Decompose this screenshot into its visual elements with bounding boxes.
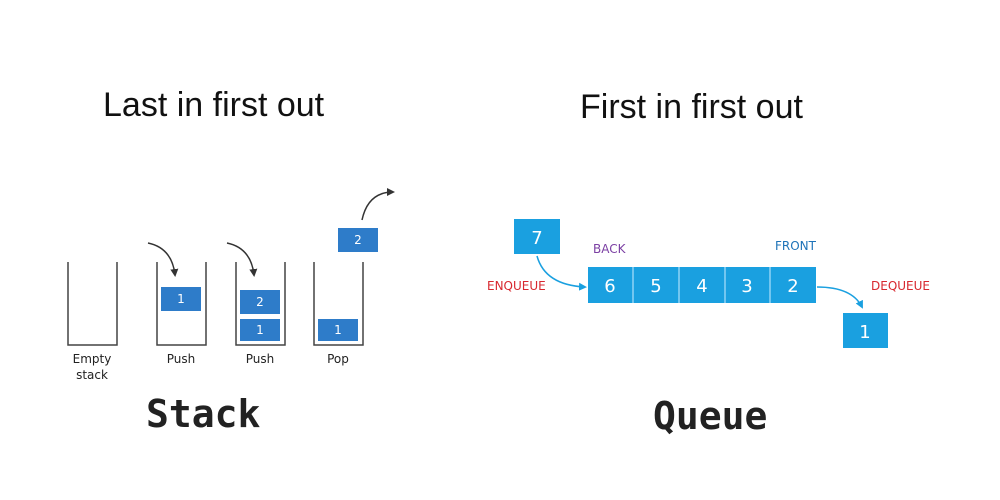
enqueue-arrow-icon xyxy=(536,255,587,291)
pop-arrow-icon xyxy=(361,188,395,221)
popped-block-value: 2 xyxy=(354,233,362,247)
stack-container xyxy=(156,262,207,346)
stack-block-value: 1 xyxy=(177,292,185,306)
stack-step-label: Push xyxy=(246,352,275,366)
queue-cell-value: 5 xyxy=(650,276,661,297)
stack-block xyxy=(318,319,358,341)
stack-block-value: 1 xyxy=(256,323,264,337)
stack-container xyxy=(313,262,364,346)
back-label: BACK xyxy=(593,242,627,256)
stack-step-label: Pop xyxy=(327,352,349,366)
stack-step-label: Empty xyxy=(73,352,112,366)
queue-cell-value: 4 xyxy=(696,276,707,297)
stack-heading: Last in first out xyxy=(103,86,325,124)
front-label: FRONT xyxy=(775,239,817,253)
stack-step-label-2: stack xyxy=(76,368,108,382)
dequeue-arrow-icon xyxy=(816,286,863,309)
stack-step-pop: 1 2 Pop xyxy=(313,188,395,366)
stack-step-label: Push xyxy=(167,352,196,366)
popped-block xyxy=(338,228,378,252)
queue-title: Queue xyxy=(653,394,768,438)
push-arrow-icon xyxy=(147,242,179,277)
stack-container xyxy=(235,262,286,346)
dequeue-label: DEQUEUE xyxy=(871,279,930,293)
dequeue-block-value: 1 xyxy=(859,322,870,343)
stack-container xyxy=(67,262,118,346)
enqueue-block xyxy=(514,219,560,254)
stack-block xyxy=(161,287,201,311)
stack-step-empty: Empty stack xyxy=(67,262,118,382)
enqueue-label: ENQUEUE xyxy=(487,279,546,293)
stack-title: Stack xyxy=(146,392,261,436)
stack-block xyxy=(240,290,280,314)
push-arrow-icon xyxy=(226,242,258,277)
queue-cell-value: 3 xyxy=(741,276,752,297)
queue-cell-value: 2 xyxy=(787,276,798,297)
stack-block-value: 1 xyxy=(334,323,342,337)
queue-cell-value: 6 xyxy=(604,276,615,297)
stack-block xyxy=(240,319,280,341)
dequeue-block xyxy=(843,313,888,348)
stack-step-push-1: 1 Push xyxy=(147,242,207,366)
stack-step-push-2: 1 2 Push xyxy=(226,242,286,366)
enqueue-block-value: 7 xyxy=(531,228,542,249)
stack-block-value: 2 xyxy=(256,295,264,309)
queue-heading: First in first out xyxy=(580,88,803,126)
queue-body xyxy=(588,267,816,303)
